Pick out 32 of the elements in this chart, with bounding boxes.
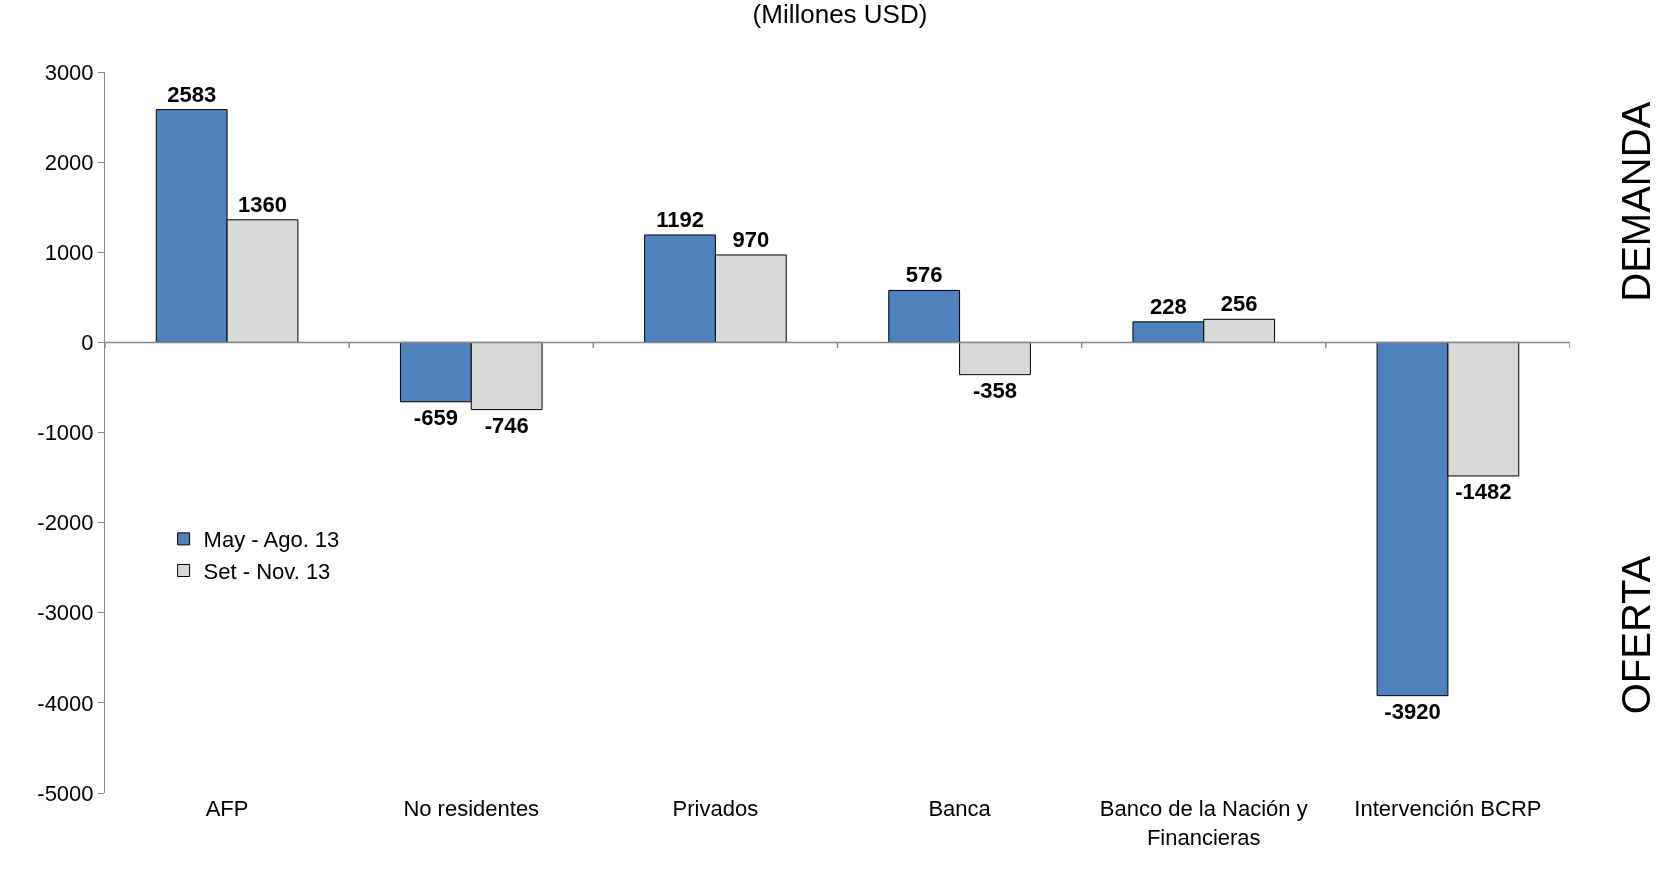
y-tick-label: 0 — [81, 330, 94, 356]
x-tick-label: AFP — [205, 796, 249, 821]
x-tick-label: Intervención BCRP — [1354, 796, 1542, 821]
data-label: -3920 — [1384, 698, 1441, 724]
y-tick-label: -5000 — [37, 780, 94, 806]
y-tick-label: -1000 — [37, 420, 94, 446]
data-label: 1360 — [238, 191, 287, 217]
data-label: -659 — [413, 404, 458, 430]
x-tick-label: Banca — [928, 796, 992, 821]
data-label: 1192 — [656, 206, 704, 232]
y-tick-label: 1000 — [44, 239, 94, 265]
text: DEMANDA — [1614, 101, 1659, 302]
y-tick-label: 2000 — [44, 149, 94, 175]
y-tick-label: -2000 — [37, 510, 94, 536]
data-label: -746 — [484, 412, 529, 438]
data-label: 2583 — [167, 81, 217, 107]
data-label: 228 — [1149, 293, 1187, 319]
y-tick-label: -4000 — [37, 690, 94, 716]
y-tick-label: 3000 — [44, 59, 94, 85]
data-label: 256 — [1220, 291, 1258, 317]
x-tick-label: Banco de la Nación y Financieras — [1099, 796, 1308, 850]
y-tick-label: -3000 — [37, 600, 94, 626]
x-tick-label: Privados — [672, 796, 759, 821]
data-label: 970 — [732, 226, 770, 252]
chart-title: (Millones USD) — [752, 0, 928, 29]
legend-label: Set - Nov. 13 — [203, 559, 331, 585]
x-tick-label: No residentes — [403, 796, 540, 821]
legend-label: May - Ago. 13 — [203, 527, 340, 553]
data-label: -358 — [972, 377, 1018, 403]
text: OFERTA — [1613, 555, 1658, 715]
data-label: 576 — [905, 262, 943, 288]
data-label: -1482 — [1455, 478, 1512, 504]
